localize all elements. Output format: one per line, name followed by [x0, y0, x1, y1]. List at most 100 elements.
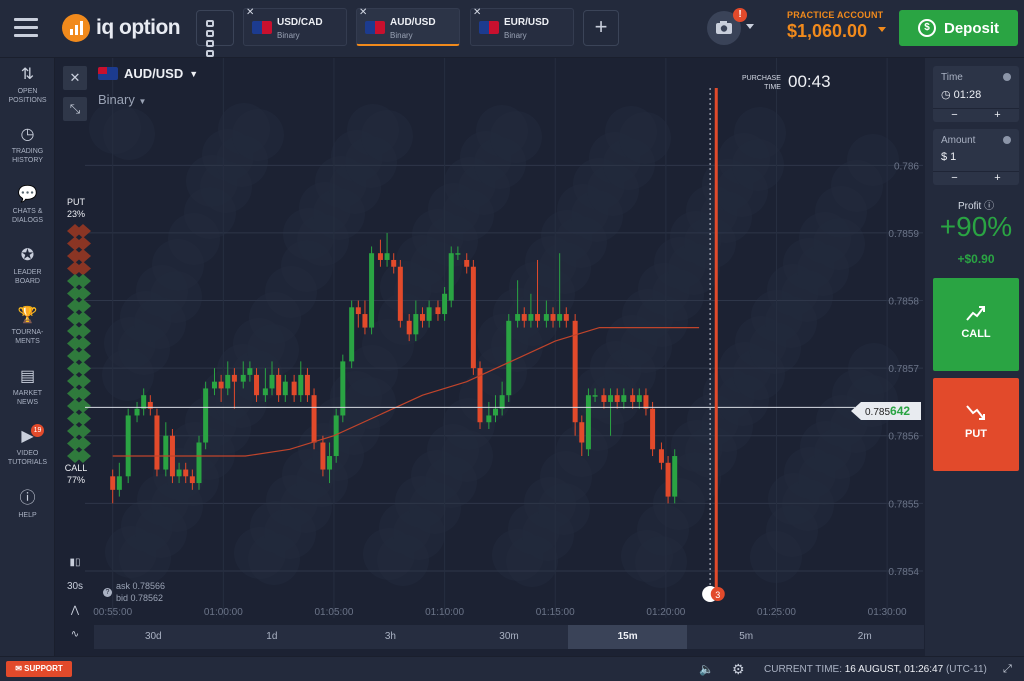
amount-decrease-button[interactable]: − [951, 172, 958, 184]
sidebar-item-label: DIALOGS [11, 217, 44, 224]
x-tick-label: 01:10:00 [425, 607, 464, 618]
chevron-down-icon[interactable] [878, 27, 886, 32]
moving-average-line [112, 327, 700, 457]
timeframe-1d[interactable]: 1d [266, 631, 278, 642]
chart-type-icon[interactable]: ▮▯ [69, 557, 81, 568]
account-type-label[interactable]: PRACTICE ACCOUNT [787, 10, 884, 20]
candle-body [225, 374, 231, 389]
map-dot [344, 377, 396, 429]
call-button[interactable]: CALL [933, 278, 1019, 371]
chevron-down-icon[interactable] [746, 24, 754, 29]
drawing-tools-icon[interactable]: ⋀ [70, 605, 80, 616]
trend-up-icon [966, 306, 985, 321]
candle-body [528, 314, 534, 321]
chart-canvas[interactable]: 0.786 0.7859 0.7858 0.7857 0.7856 0.7855 0.785… [55, 58, 925, 656]
candle-body [601, 395, 607, 402]
y-tick-label: 0.7859 [888, 229, 919, 240]
candle-body [621, 395, 627, 402]
sidebar-item-label: BOARD [15, 278, 40, 285]
sidebar-item-video-tutorials[interactable]: ▶ 19 VIDEO TUTORIALS [0, 424, 55, 467]
close-tab-icon[interactable]: ✕ [359, 7, 368, 18]
map-dot [103, 108, 155, 160]
layout-grid-button[interactable] [196, 10, 234, 57]
support-button[interactable]: ✉ SUPPORT [6, 661, 72, 677]
timeframe-30d[interactable]: 30d [144, 631, 162, 642]
candle-body [643, 395, 649, 409]
fullscreen-icon[interactable]: ⤢ [1003, 663, 1012, 675]
map-dot [847, 134, 899, 186]
candle-body [477, 368, 483, 423]
time-field[interactable]: Time ◷ 01:28 − + [933, 66, 1019, 122]
timeframe-3h[interactable]: 3h [384, 631, 396, 642]
y-tick-label: 0.786 [894, 161, 919, 172]
option-type-label: Binary [98, 92, 135, 107]
candle-body [183, 469, 189, 477]
sentiment-marker [75, 274, 91, 288]
asset-pair-label: AUD/USD [124, 66, 184, 81]
tab-pair-label: EUR/USD [504, 17, 550, 28]
amount-field[interactable]: Amount $ 1 − + [933, 129, 1019, 185]
close-tab-icon[interactable]: ✕ [246, 7, 255, 18]
candle-body [154, 415, 160, 470]
time-increase-button[interactable]: + [994, 109, 1001, 121]
amount-increase-button[interactable]: + [994, 172, 1001, 184]
sidebar-item-open-positions[interactable]: ⇅ OPEN POSITIONS [0, 66, 55, 105]
help-icon[interactable] [1003, 73, 1011, 81]
sidebar-item-trading-history[interactable]: ◷ TRADING HISTORY [0, 126, 55, 165]
candle-body [147, 401, 153, 409]
timeframe-5m[interactable]: 5m [739, 631, 754, 642]
sidebar-item-label: POSITIONS [8, 97, 47, 104]
candle-body [218, 381, 224, 389]
map-dot [232, 109, 284, 161]
timeframe-2m[interactable]: 2m [857, 631, 872, 642]
candle-body [110, 476, 116, 490]
deposit-button[interactable]: $ Deposit [899, 10, 1018, 46]
trend-down-icon [966, 405, 985, 420]
logo-icon [62, 14, 90, 42]
candle-body [377, 253, 383, 260]
amount-value[interactable]: $ 1 [941, 151, 957, 163]
help-icon[interactable]: ⓘ [984, 201, 995, 212]
tab-aud-usd[interactable]: ✕ AUD/USD Binary [356, 7, 460, 46]
candle-interval-button[interactable]: 30s [66, 581, 84, 592]
purchase-label: PURCHASE [742, 75, 781, 82]
timeframe-30m[interactable]: 30m [499, 631, 519, 642]
candle-body [572, 320, 578, 423]
price-chart[interactable]: 0.786 0.7859 0.7858 0.7857 0.7856 0.7855 0.785… [55, 58, 925, 656]
candle-body [585, 395, 591, 450]
tab-eur-usd[interactable]: ✕ EUR/USD Binary [470, 7, 574, 46]
option-type-selector[interactable]: Binary ▼ [98, 92, 146, 107]
time-value-text: 01:28 [953, 89, 982, 101]
timeframe-15m[interactable]: 15m [568, 625, 687, 649]
tab-usd-cad[interactable]: ✕ USD/CAD Binary [243, 7, 347, 46]
collapse-icon[interactable]: ⤡ [63, 97, 87, 121]
gear-icon[interactable]: ⚙ [732, 661, 745, 677]
time-decrease-button[interactable]: − [951, 109, 958, 121]
time-value[interactable]: ◷ 01:28 [941, 89, 982, 101]
indicators-icon[interactable]: ∿ [70, 629, 80, 640]
current-time: CURRENT TIME: 16 AUGUST, 01:26:47 (UTC-1… [764, 664, 987, 675]
sentiment-marker [75, 386, 91, 401]
sidebar-item-chats[interactable]: 💬 CHATS & DIALOGS [0, 186, 55, 225]
help-icon[interactable] [1003, 136, 1011, 144]
sidebar-item-tournaments[interactable]: 🏆 TOURNA- MENTS [0, 307, 55, 346]
profit-amount: +$0.90 [957, 252, 995, 266]
sidebar-item-leaderboard[interactable]: ✪ LEADER BOARD [0, 247, 55, 286]
asset-selector[interactable]: AUD/USD ▼ [98, 66, 198, 81]
sidebar-item-help[interactable]: ⓘ HELP [0, 490, 55, 520]
x-tick-label: 01:20:00 [646, 607, 685, 618]
close-tab-icon[interactable]: ✕ [473, 7, 482, 18]
candle-body [333, 415, 339, 457]
sound-icon[interactable]: 🔈 [699, 662, 714, 676]
close-chart-button[interactable]: ✕ [63, 66, 87, 90]
candle-body [189, 476, 195, 484]
help-icon[interactable]: ? [103, 588, 112, 597]
put-button[interactable]: PUT [933, 378, 1019, 471]
add-tab-button[interactable]: + [583, 10, 619, 46]
sidebar-item-market-news[interactable]: ▤ MARKET NEWS [0, 368, 55, 407]
sentiment-marker [75, 261, 91, 276]
call-sentiment-value: 77% [66, 475, 85, 485]
account-balance[interactable]: $1,060.00 [787, 21, 868, 41]
sentiment-marker [75, 411, 91, 426]
menu-icon[interactable] [14, 18, 38, 38]
